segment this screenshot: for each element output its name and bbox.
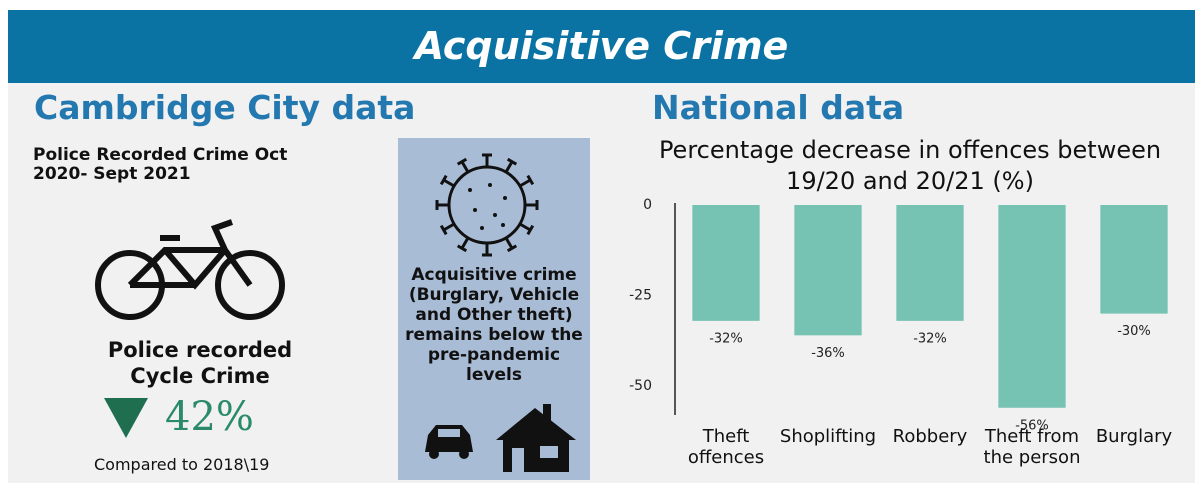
bicycle-icon (95, 219, 285, 320)
header-band (8, 10, 1195, 83)
virus-dots (468, 183, 507, 230)
page-title: Acquisitive Crime (414, 24, 789, 68)
chart-title: Percentage decrease in offences between … (658, 136, 1162, 195)
y-tick-label: 0 (643, 197, 652, 213)
subtitle: Police Recorded Crime Oct 2020- Sept 202… (33, 145, 288, 184)
x-tick-label: Theft offences (687, 426, 765, 468)
bar (794, 205, 862, 336)
background (8, 83, 1195, 483)
bar (896, 205, 964, 321)
panel-text: Acquisitive crime (Burglary, Vehicle and… (405, 265, 583, 385)
x-tick-label: Theft from the person (983, 426, 1081, 468)
value-label: -32% (709, 331, 743, 346)
down-arrow (104, 398, 148, 438)
change-value: 42% (165, 394, 254, 440)
house-icon (496, 404, 576, 472)
x-tick-label: Burglary (1095, 426, 1173, 447)
virus-icon (435, 153, 539, 257)
comparison: Compared to 2018\19 (94, 455, 270, 474)
car-icon (425, 425, 473, 459)
value-label: -56% (1015, 418, 1049, 433)
bar (1100, 205, 1168, 314)
bar (998, 205, 1066, 408)
x-tick-label: Shoplifting (779, 426, 877, 447)
section-heading: National data (652, 88, 905, 127)
y-tick-label: -25 (629, 288, 652, 304)
info-panel (398, 138, 590, 480)
y-tick-label: -50 (629, 378, 652, 394)
bar (692, 205, 760, 321)
cycle-label: Police recorded Cycle Crime (107, 338, 293, 388)
x-tick-label: Robbery (892, 426, 968, 447)
value-label: -36% (811, 346, 845, 361)
section-heading: Cambridge City data (34, 88, 416, 127)
value-label: -32% (913, 331, 947, 346)
value-label: -30% (1117, 324, 1151, 339)
